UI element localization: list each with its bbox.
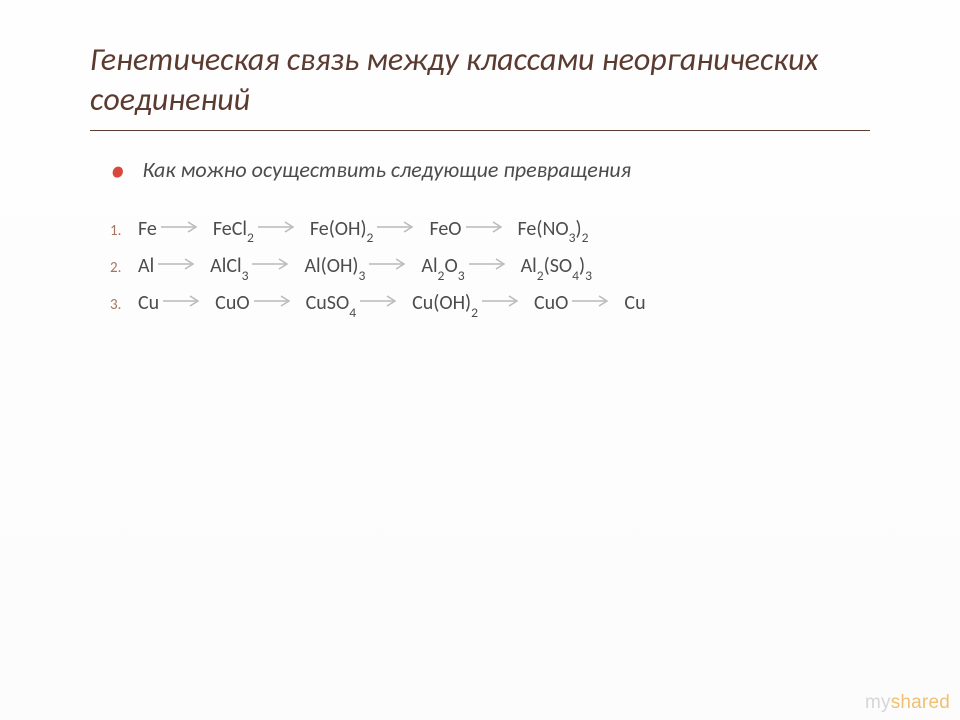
formula: Fe(OH)2	[310, 211, 374, 248]
formula: Fe	[138, 211, 157, 248]
chain: Cu CuO CuSO4 Cu(OH)2 CuO Cu	[138, 285, 646, 322]
arrow-icon	[254, 295, 290, 307]
formula: Cu	[138, 285, 159, 322]
formula: Al2(SO4)3	[521, 248, 592, 285]
arrow-icon	[163, 295, 199, 307]
formula: Fe(NO3)2	[518, 211, 589, 248]
arrow-icon	[158, 258, 194, 270]
arrow-icon	[469, 258, 505, 270]
formula: CuO	[534, 285, 568, 322]
slide: Генетическая связь между классами неорга…	[0, 0, 960, 720]
watermark-my: my	[865, 692, 891, 713]
chain: Fe FeCl2 Fe(OH)2 FeO Fe(NO3)2	[138, 211, 588, 248]
intro-bullet: ● Как можно осуществить следующие превра…	[110, 156, 890, 183]
formula: Al2O3	[421, 248, 464, 285]
arrow-icon	[360, 295, 396, 307]
chain-row: 2.Al AlCl3 Al(OH)3 Al2O3 Al2(SO4)3	[110, 248, 890, 285]
formula: Cu(OH)2	[412, 285, 478, 322]
chain: Al AlCl3 Al(OH)3 Al2O3 Al2(SO4)3	[138, 248, 592, 285]
formula: AlCl3	[210, 248, 248, 285]
formula: FeCl2	[213, 211, 254, 248]
chain-row: 1.Fe FeCl2 Fe(OH)2 FeO Fe(NO3)2	[110, 211, 890, 248]
arrow-icon	[252, 258, 288, 270]
watermark-shared: shared	[891, 692, 950, 713]
chain-row: 3.CuCuOCuSO4Cu(OH)2CuOCu	[110, 285, 890, 322]
arrow-icon	[377, 221, 413, 233]
slide-title: Генетическая связь между классами неорга…	[90, 40, 890, 120]
arrow-icon	[466, 221, 502, 233]
body-block: ● Как можно осуществить следующие превра…	[0, 132, 890, 322]
bullet-dot-icon: ●	[110, 160, 125, 184]
formula: Al(OH)3	[304, 248, 365, 285]
formula: CuO	[215, 285, 249, 322]
chain-list: 1.Fe FeCl2 Fe(OH)2 FeO Fe(NO3)2 2.Al AlCl3 Al(O…	[110, 211, 890, 322]
intro-text: Как можно осуществить следующие превраще…	[143, 156, 632, 183]
watermark: myshared	[865, 692, 950, 714]
formula: CuSO4	[306, 285, 357, 322]
chain-index: 3.	[110, 292, 138, 320]
formula: Cu	[624, 285, 645, 322]
arrow-icon	[369, 258, 405, 270]
chain-index: 1.	[110, 218, 138, 246]
formula: FeO	[429, 211, 461, 248]
title-block: Генетическая связь между классами неорга…	[0, 0, 890, 120]
chain-index: 2.	[110, 255, 138, 283]
formula: Al	[138, 248, 154, 285]
arrow-icon	[161, 221, 197, 233]
arrow-icon	[572, 295, 608, 307]
arrow-icon	[482, 295, 518, 307]
arrow-icon	[258, 221, 294, 233]
